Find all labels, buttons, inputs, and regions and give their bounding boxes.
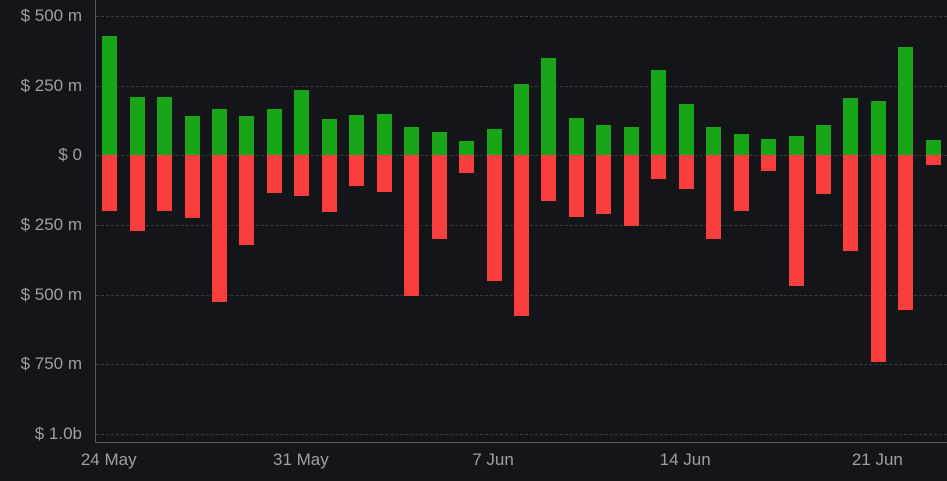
bar-positive[interactable] xyxy=(129,96,145,156)
bar-negative[interactable] xyxy=(568,155,584,217)
plot-area[interactable] xyxy=(95,0,947,443)
bar-positive[interactable] xyxy=(925,140,941,156)
bar-negative[interactable] xyxy=(404,155,420,297)
bar-negative[interactable] xyxy=(596,155,612,214)
bar-negative[interactable] xyxy=(321,155,337,213)
bar-positive[interactable] xyxy=(870,100,886,156)
x-tick-label: 7 Jun xyxy=(472,450,514,469)
bar-negative[interactable] xyxy=(431,155,447,239)
bar-positive[interactable] xyxy=(788,135,804,156)
bar-negative[interactable] xyxy=(514,155,529,316)
bar-positive[interactable] xyxy=(102,35,118,156)
bar-negative[interactable] xyxy=(459,155,475,174)
bar-negative[interactable] xyxy=(733,155,749,212)
bar-positive[interactable] xyxy=(568,117,584,156)
bar-positive[interactable] xyxy=(184,116,200,156)
bar-negative[interactable] xyxy=(212,155,228,302)
bar-positive[interactable] xyxy=(514,84,529,156)
y-axis: $ 500 m $ 250 m $ 0 $ 250 m $ 500 m $ 750 m $ … xyxy=(0,0,88,443)
bar-negative[interactable] xyxy=(129,155,145,231)
bar-positive[interactable] xyxy=(459,141,475,156)
gridline xyxy=(96,434,947,435)
bar-positive[interactable] xyxy=(376,113,392,156)
bar-negative[interactable] xyxy=(898,155,914,310)
y-tick-label: $ 1.0b xyxy=(34,424,82,443)
bar-positive[interactable] xyxy=(733,134,749,156)
y-tick-label: $ 750 m xyxy=(20,354,82,374)
y-tick-label: $ 250 m xyxy=(20,215,82,234)
gridline xyxy=(96,16,947,17)
bar-negative[interactable] xyxy=(623,155,639,227)
bar-positive[interactable] xyxy=(157,96,173,156)
bar-positive[interactable] xyxy=(761,138,777,156)
bar-positive[interactable] xyxy=(815,124,831,156)
bar-positive[interactable] xyxy=(349,114,365,156)
bar-positive[interactable] xyxy=(294,89,310,156)
bar-negative[interactable] xyxy=(925,155,941,166)
y-tick-label: $ 250 m xyxy=(20,75,82,95)
bar-negative[interactable] xyxy=(706,155,722,239)
bar-positive[interactable] xyxy=(266,109,282,156)
bar-positive[interactable] xyxy=(486,128,502,156)
bar-positive[interactable] xyxy=(239,116,255,156)
bar-negative[interactable] xyxy=(376,155,392,192)
bar-negative[interactable] xyxy=(843,155,859,252)
gridline xyxy=(96,364,947,366)
bar-negative[interactable] xyxy=(184,155,200,219)
bar-negative[interactable] xyxy=(266,155,282,193)
bar-negative[interactable] xyxy=(678,155,694,189)
bar-positive[interactable] xyxy=(678,103,694,156)
bar-negative[interactable] xyxy=(157,155,173,212)
x-tick-label: 31 May xyxy=(273,450,329,469)
x-axis: 24 May 31 May 7 Jun 14 Jun 21 Jun xyxy=(81,443,947,481)
bar-positive[interactable] xyxy=(623,127,639,156)
bar-negative[interactable] xyxy=(102,155,118,212)
y-tick-label: $ 500 m xyxy=(20,6,82,25)
bar-negative[interactable] xyxy=(486,155,502,281)
bar-positive[interactable] xyxy=(596,124,612,156)
y-tick-label: $ 0 xyxy=(58,145,82,165)
bar-positive[interactable] xyxy=(651,70,667,156)
bar-positive[interactable] xyxy=(706,127,722,156)
y-tick-label: $ 500 m xyxy=(20,284,82,304)
bar-negative[interactable] xyxy=(349,155,365,186)
bar-positive[interactable] xyxy=(541,57,557,156)
bar-negative[interactable] xyxy=(815,155,831,195)
x-tick-label: 21 Jun xyxy=(851,450,903,469)
x-tick-label: 24 May xyxy=(80,450,137,469)
x-tick-label: 14 Jun xyxy=(659,450,711,469)
bar-negative[interactable] xyxy=(788,155,804,287)
bar-positive[interactable] xyxy=(898,46,914,156)
bar-negative[interactable] xyxy=(541,155,557,202)
bar-negative[interactable] xyxy=(651,155,667,179)
bar-negative[interactable] xyxy=(761,155,777,171)
bar-negative[interactable] xyxy=(870,155,886,362)
bar-negative[interactable] xyxy=(294,155,310,196)
bar-positive[interactable] xyxy=(843,98,859,156)
bar-positive[interactable] xyxy=(212,109,228,156)
bar-positive[interactable] xyxy=(404,127,420,156)
bar-positive[interactable] xyxy=(321,119,337,156)
bar-positive[interactable] xyxy=(431,131,447,156)
bar-negative[interactable] xyxy=(239,155,255,245)
